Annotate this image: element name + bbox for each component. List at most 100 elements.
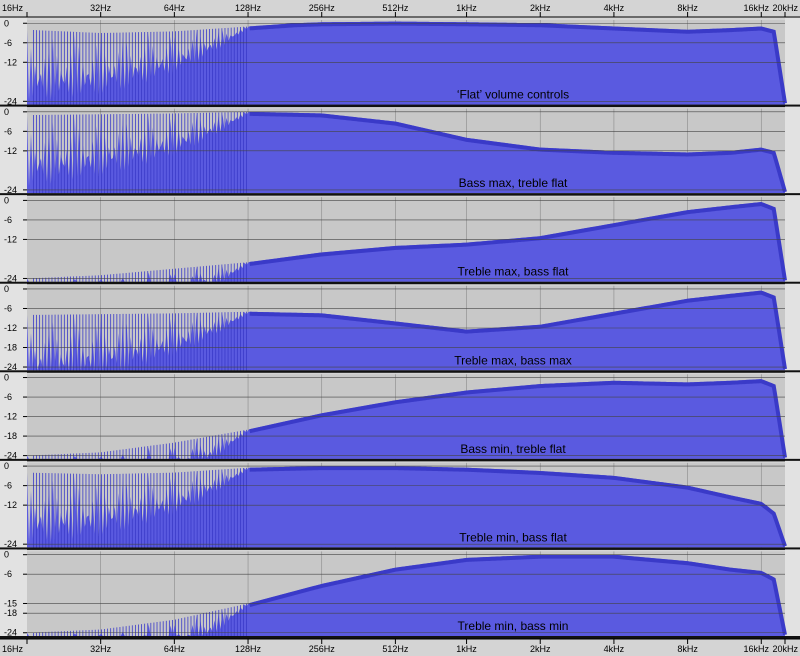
bottom-tick-label: 16Hz	[2, 644, 24, 654]
y-tick-label: 0	[4, 550, 9, 560]
panel-divider	[0, 104, 800, 108]
y-tick-label: -12	[4, 323, 17, 333]
panel-right-gutter	[785, 18, 800, 107]
panel-caption: Treble min, bass min	[458, 619, 569, 633]
panel-y-gutter	[0, 18, 27, 107]
y-tick-label: -6	[4, 481, 12, 491]
y-tick-label: -6	[4, 126, 12, 136]
bottom-tick-label: 2kHz	[530, 644, 551, 654]
panel-1: 0 -6 -12 -24 ‘Flat’ volume controls	[0, 18, 800, 108]
spectrum-envelope	[249, 466, 787, 547]
top-frequency-axis: 16Hz 32Hz 64Hz 128Hz 256Hz 512Hz 1kHz 2kHz 4kHz 8…	[0, 3, 800, 18]
panel-right-gutter	[785, 283, 800, 373]
bottom-tick-label: 128Hz	[235, 644, 262, 654]
spectrum-envelope	[249, 21, 787, 104]
spectrum-envelope	[249, 554, 787, 636]
bottom-tick-label: 64Hz	[164, 644, 186, 654]
bottom-tick-label: 20kHz	[772, 644, 798, 654]
panel-caption: Bass min, treble flat	[460, 442, 566, 456]
top-tick-label: 64Hz	[164, 3, 186, 13]
panel-caption: Treble max, bass flat	[458, 265, 570, 279]
panel-right-gutter	[785, 106, 800, 196]
spectrum-panels: 0 -6 -12 -24 ‘Flat’ volume controls 0 -6 -12 -24…	[0, 18, 800, 639]
panel-right-gutter	[785, 195, 800, 284]
y-tick-label: -24	[4, 451, 17, 461]
y-tick-label: -18	[4, 608, 17, 618]
y-tick-label: 0	[4, 373, 9, 383]
panel-right-gutter	[785, 460, 800, 550]
top-tick-label: 512Hz	[382, 3, 409, 13]
panel-caption: Treble max, bass max	[454, 353, 572, 367]
spectrum-area	[27, 202, 785, 282]
bottom-tick-label: 1kHz	[456, 644, 477, 654]
panel-right-gutter	[785, 549, 800, 638]
y-tick-label: 0	[4, 461, 9, 471]
y-tick-label: -24	[4, 273, 17, 283]
y-tick-label: -24	[4, 96, 17, 106]
panel-caption: Bass max, treble flat	[459, 176, 568, 190]
panel-right-gutter	[785, 372, 800, 461]
panel-divider	[0, 458, 800, 462]
panel-y-gutter	[0, 283, 27, 373]
panel-5: 0 -6 -12 -18 -24 Bass min, treble flat	[0, 372, 800, 462]
panel-caption: ‘Flat’ volume controls	[457, 88, 569, 102]
panel-7: 0 -6 -15-18 -24 Treble min, bass min	[0, 549, 800, 639]
panel-caption: Treble min, bass flat	[459, 530, 567, 544]
y-tick-label: -24	[4, 628, 17, 638]
y-tick-label: 0	[4, 195, 9, 205]
y-tick-label: -6	[4, 392, 12, 402]
spectrum-envelope	[249, 379, 787, 458]
panel-y-gutter	[0, 195, 27, 284]
y-tick-label: -24	[4, 539, 17, 549]
panel-y-gutter	[0, 460, 27, 550]
spectrum-area	[27, 290, 785, 371]
y-tick-label: 0	[4, 107, 9, 117]
top-tick-label: 8kHz	[677, 3, 698, 13]
y-tick-label: -24	[4, 362, 17, 372]
y-tick-label: -18	[4, 343, 17, 353]
top-tick-label: 20kHz	[772, 3, 798, 13]
panel-divider	[0, 547, 800, 550]
panel-6: 0 -6 -12 -24 Treble min, bass flat	[0, 460, 800, 550]
panel-divider	[0, 636, 800, 639]
y-tick-label: -6	[4, 38, 12, 48]
y-tick-label: -12	[4, 500, 17, 510]
spectrum-area	[27, 554, 785, 636]
panel-divider	[0, 281, 800, 285]
top-tick-label: 16Hz	[2, 3, 24, 13]
panel-4: 0 -6 -12 -18 -24 Treble max, bass max	[0, 283, 800, 373]
panel-y-gutter	[0, 106, 27, 196]
spectrum-area	[27, 379, 785, 459]
bottom-tick-label: 16kHz	[744, 644, 770, 654]
bottom-tick-label: 32Hz	[90, 644, 112, 654]
y-tick-label: -12	[4, 412, 17, 422]
top-tick-label: 1kHz	[456, 3, 477, 13]
y-tick-label: 0	[4, 284, 9, 294]
bottom-tick-label: 256Hz	[309, 644, 336, 654]
panel-y-gutter	[0, 372, 27, 461]
y-tick-label: 0	[4, 18, 9, 28]
spectrum-envelope	[249, 111, 787, 193]
top-tick-label: 16kHz	[744, 3, 770, 13]
panel-divider	[0, 193, 800, 196]
spectrum-area	[27, 21, 785, 105]
top-tick-label: 32Hz	[90, 3, 112, 13]
spectrum-area	[27, 111, 785, 194]
panel-2: 0 -6 -12 -24 Bass max, treble flat	[0, 106, 800, 196]
top-tick-label: 256Hz	[309, 3, 336, 13]
y-tick-label: -6	[4, 569, 12, 579]
bottom-frequency-axis: 16Hz 32Hz 64Hz 128Hz 256Hz 512Hz 1kHz 2kHz 4kHz 8…	[0, 638, 800, 654]
panel-y-gutter	[0, 549, 27, 638]
y-tick-label: -15	[4, 598, 17, 608]
y-tick-label: -6	[4, 303, 12, 313]
y-tick-label: -18	[4, 431, 17, 441]
top-tick-label: 4kHz	[604, 3, 625, 13]
y-tick-label: -6	[4, 215, 12, 225]
bottom-tick-label: 4kHz	[604, 644, 625, 654]
y-tick-label: -24	[4, 185, 17, 195]
panel-3: 0 -6 -12 -24 Treble max, bass flat	[0, 195, 800, 285]
top-tick-label: 2kHz	[530, 3, 551, 13]
panel-divider	[0, 370, 800, 373]
y-tick-label: -12	[4, 57, 17, 67]
